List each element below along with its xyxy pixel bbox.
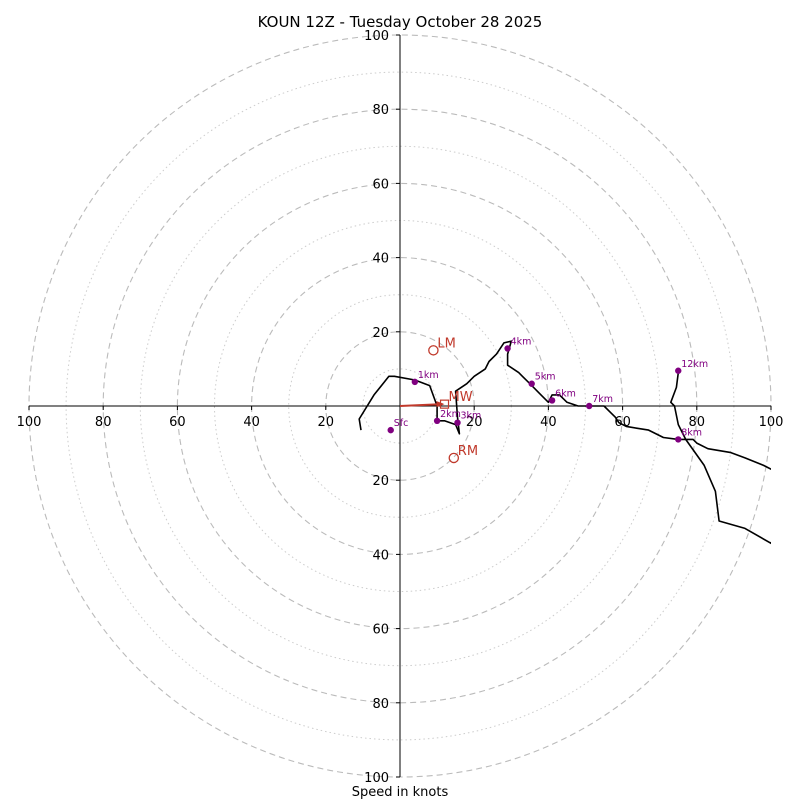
height-marker-3km <box>454 419 461 426</box>
y-tick-label: 80 <box>372 697 389 712</box>
y-tick-label: 20 <box>372 474 389 489</box>
y-tick-label: 40 <box>372 548 389 563</box>
x-tick-label: 40 <box>540 415 557 430</box>
height-marker-12km <box>675 367 682 374</box>
y-tick-label: 40 <box>372 252 389 267</box>
wind-trace <box>358 340 771 545</box>
x-axis-label: Speed in knots <box>352 785 449 800</box>
x-tick-label: 60 <box>169 415 186 430</box>
x-tick-label: 100 <box>759 415 784 430</box>
y-tick-label: 100 <box>364 29 389 44</box>
height-marker-label: 2km <box>440 409 461 420</box>
x-tick-label: 40 <box>243 415 260 430</box>
height-marker-8km <box>675 436 682 443</box>
storm-motion-label-rm: RM <box>458 444 478 459</box>
height-marker-4km <box>504 345 511 352</box>
y-tick-label: 100 <box>364 771 389 786</box>
height-marker-label: Sfc <box>394 418 409 429</box>
storm-motion-label-mw: MW <box>449 390 473 405</box>
x-tick-label: 80 <box>95 415 112 430</box>
x-tick-label: 60 <box>614 415 631 430</box>
x-tick-label: 20 <box>318 415 335 430</box>
y-tick-label: 60 <box>372 623 389 638</box>
y-tick-label: 60 <box>372 177 389 192</box>
height-marker-label: 7km <box>592 394 613 405</box>
y-tick-label: 80 <box>372 103 389 118</box>
height-marker-label: 4km <box>511 336 532 347</box>
height-marker-label: 3km <box>461 411 482 422</box>
height-marker-1km <box>411 378 419 386</box>
y-tick-label: 20 <box>372 326 389 341</box>
height-marker-6km <box>548 397 556 404</box>
mean-wind-arrow <box>399 403 443 407</box>
storm-motion-marker-rm <box>448 452 460 464</box>
height-marker-2km <box>433 417 441 425</box>
height-marker-7km <box>586 402 593 410</box>
x-tick-label: 20 <box>466 415 483 430</box>
height-marker-label: 5km <box>535 372 556 383</box>
height-marker-label: 1km <box>418 370 439 381</box>
storm-motion-marker-lm <box>428 345 439 356</box>
height-marker-5km <box>528 380 535 387</box>
height-marker-label: 12km <box>681 359 708 370</box>
height-marker-label: 6km <box>555 388 576 399</box>
height-marker-label: 8km <box>681 427 702 438</box>
storm-motion-label-lm: LM <box>437 336 455 351</box>
height-marker-sfc <box>387 426 394 434</box>
chart-title: KOUN 12Z - Tuesday October 28 2025 <box>258 13 543 31</box>
x-tick-label: 80 <box>689 415 706 430</box>
storm-motion-marker-mw <box>439 399 450 409</box>
x-tick-label: 100 <box>17 415 42 430</box>
